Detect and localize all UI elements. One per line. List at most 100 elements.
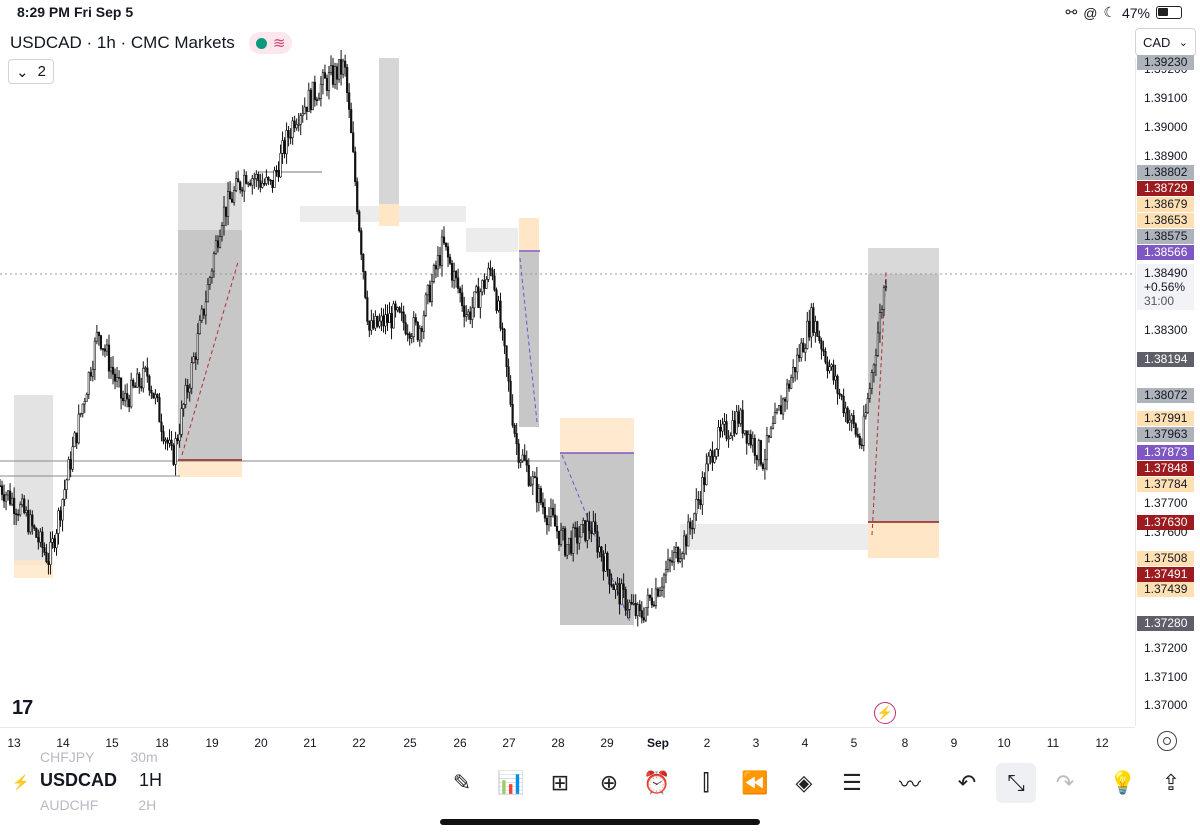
candle-body [802, 342, 805, 353]
add-icon[interactable]: ⊕ [599, 770, 619, 795]
candle-body [392, 303, 395, 329]
trend-icon[interactable]: 〰 [898, 772, 921, 797]
candle-body [638, 604, 641, 611]
redo-icon[interactable]: ↷ [1055, 770, 1075, 795]
candle-body [511, 403, 514, 426]
candle-body [814, 321, 817, 333]
candle-body [222, 206, 226, 226]
candle-body [769, 427, 773, 438]
candle-body [810, 307, 813, 338]
settings-sliders-icon[interactable]: ☰ [842, 770, 862, 795]
chart-settings-gear-icon[interactable] [1157, 731, 1177, 751]
candle-body [168, 439, 171, 444]
candle-body [610, 583, 613, 587]
candle-body [281, 140, 284, 154]
candle-body [368, 320, 371, 331]
candle-body [699, 499, 702, 506]
time-axis[interactable]: 13 14 15 18 19 20 21 22 25 26 27 28 29 Sep 2 3 4 5 8 9 10 11 1… [0, 727, 1135, 755]
candle-body [442, 236, 446, 244]
candle-body [838, 393, 841, 396]
candle-body [208, 277, 211, 285]
replay-icon[interactable]: ⏪ [741, 770, 769, 795]
candle-body [715, 449, 718, 457]
candle-body [444, 242, 448, 248]
candle-body [509, 380, 512, 405]
flash-icon[interactable]: ⚡ [874, 702, 896, 724]
chart-area[interactable]: 17 ⚡ [0, 50, 1135, 726]
candle-body [202, 308, 205, 316]
candle-body [812, 307, 815, 333]
price-label: 1.39100 [1144, 91, 1188, 105]
candle-body [854, 423, 857, 435]
price-tag: 1.37439 [1137, 582, 1194, 597]
time-label: 21 [303, 736, 317, 750]
candle-body [93, 340, 96, 370]
candle-body [146, 367, 149, 377]
candle-body [35, 528, 38, 538]
candle-body [424, 294, 427, 316]
candle-body [253, 178, 256, 180]
candle-body [582, 520, 585, 525]
candle-body [761, 463, 764, 469]
interval-selector[interactable]: 1H [139, 770, 163, 790]
zone-box [560, 418, 634, 453]
candle-body [753, 438, 756, 456]
candle-body [148, 375, 151, 391]
layers-icon[interactable]: ◈ [795, 770, 813, 795]
price-tag: 1.37508 [1137, 551, 1194, 566]
candle-body [564, 528, 567, 556]
zone-box [379, 58, 399, 204]
time-label: 2 [703, 736, 711, 750]
candle-body [745, 430, 748, 444]
candle-body [150, 389, 153, 394]
symbol-title[interactable]: USDCAD · 1h · CMC Markets [10, 33, 235, 52]
currency-select[interactable]: CAD ⌄ [1135, 28, 1196, 56]
candle-body [386, 314, 389, 323]
fullscreen-exit-icon[interactable]: ⤡ [996, 763, 1036, 803]
draw-icon[interactable]: ✎ [452, 770, 472, 795]
candle-body [515, 433, 518, 445]
price-tag: 1.37491 [1137, 567, 1194, 582]
layouts-icon[interactable]: ⊞ [550, 770, 570, 795]
candle-body [628, 602, 631, 610]
candle-body [360, 230, 363, 255]
candle-body [420, 328, 423, 332]
candle-body [251, 178, 254, 186]
candle-body [333, 66, 337, 85]
candle-body [212, 253, 216, 272]
candle-body [461, 292, 464, 307]
undo-icon[interactable]: ↶ [957, 770, 977, 795]
candle-body [49, 542, 52, 565]
market-status-badge[interactable]: ≋ [248, 32, 293, 54]
candle-body [319, 83, 322, 99]
candle-body [691, 527, 694, 530]
candle-body [523, 454, 526, 461]
indicators-icon[interactable]: 📊 [497, 770, 525, 795]
candle-body [543, 506, 547, 519]
chart-canvas[interactable] [0, 50, 1135, 726]
candle-body [4, 494, 8, 502]
candle-body [652, 604, 656, 607]
candle-body [430, 281, 433, 302]
currency-label: CAD [1143, 34, 1171, 50]
ideas-icon[interactable]: 💡 [1109, 770, 1137, 795]
share-icon[interactable]: ⇪ [1161, 770, 1181, 795]
candle-body [29, 514, 32, 533]
candle-body [358, 211, 361, 232]
candle-body [767, 435, 771, 438]
candle-body [152, 392, 155, 399]
alert-icon[interactable]: ⏰ [643, 770, 671, 795]
candle-body [267, 177, 270, 181]
chart-type-icon[interactable]: ⫿ [702, 770, 710, 795]
price-label: 1.38900 [1144, 149, 1188, 163]
price-axis[interactable]: 1.38490 +0.56% 31:00 1.392001.391001.390… [1135, 55, 1200, 726]
candle-body [53, 538, 56, 549]
battery-icon [1156, 6, 1182, 19]
indicator-toggle[interactable]: ⌄ 2 [8, 59, 54, 84]
candle-body [818, 336, 821, 341]
candle-body [390, 313, 393, 329]
candle-body [596, 531, 599, 553]
price-tag: 1.38653 [1137, 213, 1194, 228]
symbol-name[interactable]: USDCAD [40, 770, 118, 790]
candle-body [586, 521, 589, 541]
